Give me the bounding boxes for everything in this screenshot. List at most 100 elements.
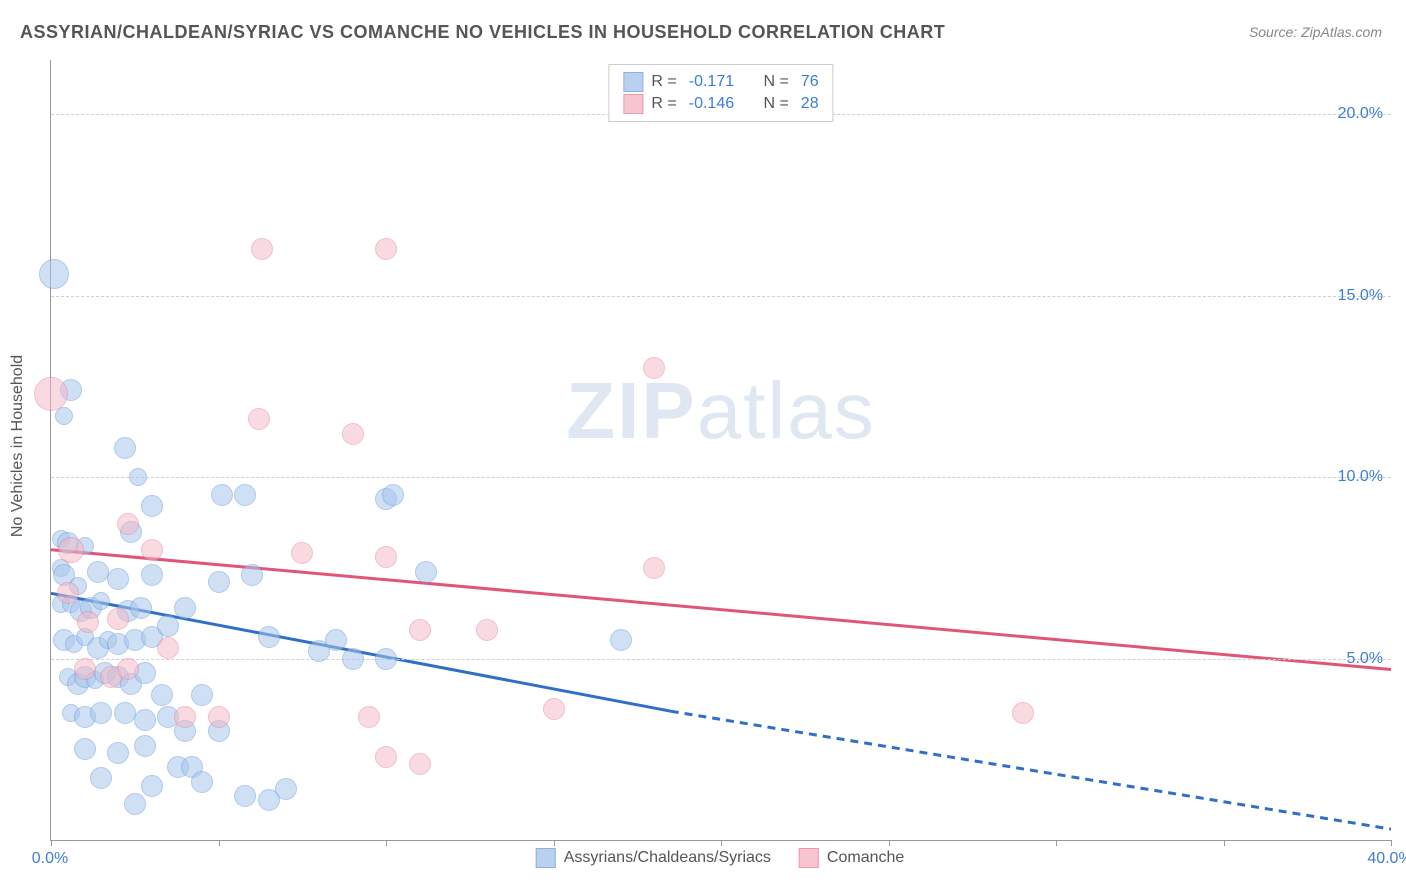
data-point: [241, 564, 263, 586]
data-point: [211, 484, 233, 506]
data-point: [117, 658, 139, 680]
data-point: [107, 608, 129, 630]
data-point: [107, 742, 129, 764]
data-point: [643, 557, 665, 579]
y-tick-label: 5.0%: [1347, 650, 1383, 668]
data-point: [375, 648, 397, 670]
data-point: [375, 238, 397, 260]
legend-r-label: R =: [651, 71, 676, 93]
data-point: [291, 542, 313, 564]
data-point: [134, 735, 156, 757]
data-point: [141, 495, 163, 517]
legend-n-value: 28: [801, 93, 819, 115]
data-point: [74, 658, 96, 680]
data-point: [191, 684, 213, 706]
x-tick: [1056, 840, 1057, 846]
legend-r-label: R =: [651, 93, 676, 115]
data-point: [151, 684, 173, 706]
data-point: [325, 629, 347, 651]
data-point: [375, 546, 397, 568]
x-tick: [1224, 840, 1225, 846]
data-point: [34, 377, 68, 411]
data-point: [92, 592, 110, 610]
data-point: [610, 629, 632, 651]
y-tick-label: 20.0%: [1338, 105, 1383, 123]
legend-n-label: N =: [763, 93, 788, 115]
series-legend-item: Assyrians/Chaldeans/Syriacs: [536, 848, 771, 868]
data-point: [375, 746, 397, 768]
data-point: [208, 706, 230, 728]
data-point: [258, 626, 280, 648]
watermark-zip: ZIP: [566, 366, 696, 455]
trend-lines: [51, 60, 1391, 840]
x-tick: [1391, 840, 1392, 846]
chart-title: ASSYRIAN/CHALDEAN/SYRIAC VS COMANCHE NO …: [20, 22, 945, 43]
data-point: [234, 785, 256, 807]
series-legend-item: Comanche: [799, 848, 904, 868]
data-point: [58, 537, 84, 563]
data-point: [39, 259, 69, 289]
x-start-label: 0.0%: [32, 850, 68, 868]
legend-row: R = -0.171 N = 76: [623, 71, 818, 93]
legend-n-label: N =: [763, 71, 788, 93]
x-tick: [889, 840, 890, 846]
source-label: Source: ZipAtlas.com: [1249, 24, 1382, 40]
data-point: [157, 615, 179, 637]
x-tick: [219, 840, 220, 846]
legend-r-value: -0.146: [689, 93, 734, 115]
data-point: [342, 648, 364, 670]
gridline: [51, 477, 1391, 478]
data-point: [476, 619, 498, 641]
data-point: [141, 539, 163, 561]
data-point: [107, 568, 129, 590]
gridline: [51, 659, 1391, 660]
data-point: [409, 619, 431, 641]
data-point: [275, 778, 297, 800]
legend-n-value: 76: [801, 71, 819, 93]
correlation-legend: R = -0.171 N = 76R = -0.146 N = 28: [608, 64, 833, 122]
watermark: ZIPatlas: [566, 365, 875, 457]
gridline: [51, 296, 1391, 297]
legend-swatch: [623, 72, 643, 92]
data-point: [174, 597, 196, 619]
y-tick-label: 15.0%: [1338, 287, 1383, 305]
data-point: [358, 706, 380, 728]
x-tick: [554, 840, 555, 846]
legend-row: R = -0.146 N = 28: [623, 93, 818, 115]
data-point: [114, 702, 136, 724]
data-point: [643, 357, 665, 379]
data-point: [191, 771, 213, 793]
x-tick: [386, 840, 387, 846]
data-point: [248, 408, 270, 430]
data-point: [90, 702, 112, 724]
data-point: [87, 561, 109, 583]
data-point: [342, 423, 364, 445]
data-point: [543, 698, 565, 720]
data-point: [74, 738, 96, 760]
watermark-atlas: atlas: [697, 366, 876, 455]
data-point: [157, 637, 179, 659]
data-point: [208, 571, 230, 593]
legend-swatch: [536, 848, 556, 868]
data-point: [251, 238, 273, 260]
legend-swatch: [799, 848, 819, 868]
data-point: [415, 561, 437, 583]
data-point: [234, 484, 256, 506]
data-point: [114, 437, 136, 459]
data-point: [174, 706, 196, 728]
data-point: [409, 753, 431, 775]
data-point: [129, 468, 147, 486]
y-tick-label: 10.0%: [1338, 468, 1383, 486]
data-point: [382, 484, 404, 506]
x-tick: [721, 840, 722, 846]
series-legend-label: Comanche: [827, 849, 904, 867]
series-legend-label: Assyrians/Chaldeans/Syriacs: [564, 849, 771, 867]
data-point: [134, 709, 156, 731]
plot-area: ZIPatlas 5.0% 10.0% 15.0% 20.0% R = -0.171 N…: [50, 60, 1391, 841]
series-legend: Assyrians/Chaldeans/Syriacs Comanche: [536, 848, 905, 868]
data-point: [1012, 702, 1034, 724]
data-point: [141, 775, 163, 797]
x-tick: [51, 840, 52, 846]
legend-swatch: [623, 94, 643, 114]
y-axis-label: No Vehicles in Household: [9, 355, 27, 537]
